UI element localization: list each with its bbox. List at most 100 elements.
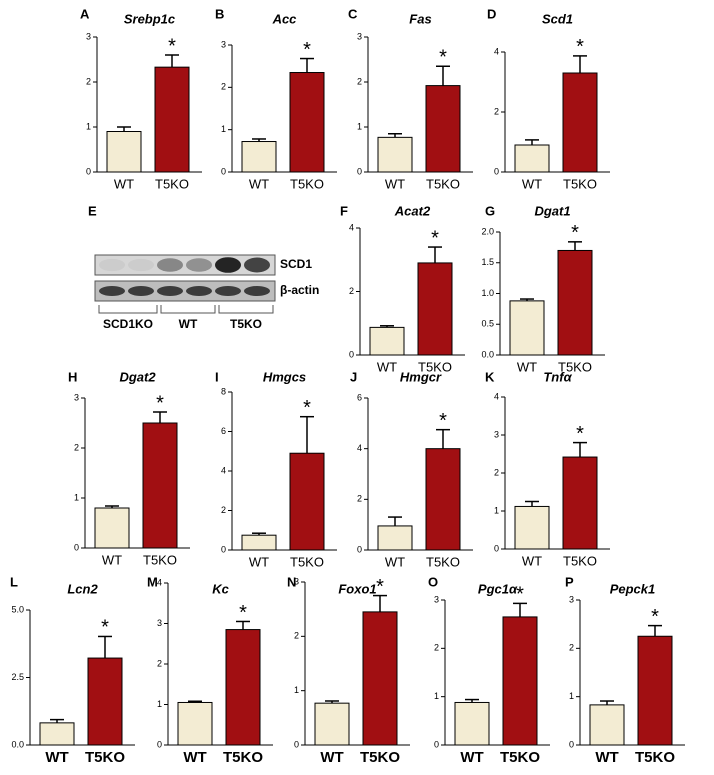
bar	[142, 422, 178, 549]
blot-lane	[215, 257, 241, 273]
bar	[241, 534, 277, 551]
y-tick-label: 0.0	[481, 349, 494, 359]
y-tick-label: 0	[357, 166, 362, 176]
panel: G Dgat1 0.0 0.5 1.0 1.5 2.0 WT T5KO *	[481, 203, 605, 374]
x-tick-label: WT	[377, 359, 397, 374]
x-tick-label: WT	[114, 176, 134, 191]
significance-mark: *	[431, 227, 439, 249]
bar	[637, 635, 673, 746]
chart-title: Dgat1	[534, 203, 570, 218]
bar	[289, 72, 325, 173]
bar	[154, 66, 190, 173]
bar	[509, 300, 545, 356]
panel-letter: H	[68, 369, 77, 384]
y-tick-label: 1	[221, 124, 226, 134]
panel-letter: G	[485, 203, 495, 218]
y-tick-label: 2	[221, 505, 226, 515]
x-tick-label: T5KO	[563, 553, 597, 568]
chart-title: Lcn2	[67, 581, 98, 596]
x-tick-label: WT	[249, 176, 269, 191]
y-tick-label: 0	[74, 542, 79, 552]
y-tick-label: 6	[221, 426, 226, 436]
significance-mark: *	[576, 36, 584, 58]
chart-title: Fas	[409, 11, 431, 26]
significance-mark: *	[439, 410, 447, 432]
chart-title: Tnfα	[543, 369, 572, 384]
panel: A Srebp1c 0 1 2 3 WT T5KO *	[80, 6, 202, 191]
bar	[87, 657, 123, 746]
y-tick-label: 2	[294, 631, 299, 641]
panel-letter: L	[10, 574, 18, 589]
panel-letter: B	[215, 6, 224, 21]
panel: P Pepck1 0 1 2 3 WT T5KO *	[565, 574, 685, 766]
bar	[514, 505, 550, 550]
blot-lane	[99, 286, 125, 296]
y-tick-label: 4	[157, 577, 162, 587]
significance-mark: *	[571, 222, 579, 244]
x-tick-label: T5KO	[426, 554, 460, 569]
y-tick-label: 1	[294, 685, 299, 695]
x-tick-label: T5KO	[563, 176, 597, 191]
y-tick-label: 4	[349, 222, 354, 232]
bar	[241, 141, 277, 173]
x-tick-label: T5KO	[290, 176, 324, 191]
panel: J Hmgcr 0 2 4 6 WT T5KO *	[350, 369, 473, 569]
x-tick-label: T5KO	[500, 749, 540, 766]
group-bracket	[218, 305, 274, 314]
y-tick-label: 2	[86, 76, 91, 86]
significance-mark: *	[376, 576, 384, 598]
panel: K Tnfα 0 1 2 3 4 WT T5KO *	[485, 369, 610, 568]
significance-mark: *	[516, 584, 524, 606]
chart-title: Pgc1α	[478, 581, 518, 596]
x-tick-label: T5KO	[290, 554, 324, 569]
y-tick-label: 2	[494, 106, 499, 116]
x-tick-label: WT	[595, 749, 618, 766]
y-tick-label: 1	[157, 699, 162, 709]
bar	[314, 702, 350, 746]
chart-title: Acc	[272, 11, 298, 26]
panel-letter: N	[287, 574, 296, 589]
y-tick-label: 0	[569, 739, 574, 749]
y-tick-label: 2.5	[11, 672, 24, 682]
y-tick-label: 2	[157, 658, 162, 668]
y-tick-label: 0	[86, 166, 91, 176]
blot-lane	[128, 258, 154, 272]
y-tick-label: 0	[221, 166, 226, 176]
y-tick-label: 0.5	[481, 319, 494, 329]
y-tick-label: 0	[494, 543, 499, 553]
x-tick-label: WT	[102, 552, 122, 567]
bar	[289, 452, 325, 551]
panel-letter: P	[565, 574, 574, 589]
y-tick-label: 3	[569, 594, 574, 604]
chart-title: Pepck1	[610, 581, 656, 596]
x-tick-label: T5KO	[418, 359, 452, 374]
panel-letter: J	[350, 369, 357, 384]
x-tick-label: T5KO	[223, 749, 263, 766]
x-tick-label: T5KO	[635, 749, 675, 766]
x-tick-label: WT	[385, 176, 405, 191]
bar	[562, 72, 598, 173]
x-tick-label: T5KO	[360, 749, 400, 766]
x-tick-label: T5KO	[558, 359, 592, 374]
significance-mark: *	[168, 35, 176, 57]
chart-title: Foxo1	[338, 581, 376, 596]
bar	[177, 701, 213, 746]
panel: H Dgat2 0 1 2 3 WT T5KO *	[68, 369, 190, 567]
y-tick-label: 4	[494, 46, 499, 56]
y-tick-label: 2	[221, 82, 226, 92]
bar	[454, 701, 490, 746]
group-label: T5KO	[230, 317, 262, 331]
x-tick-label: T5KO	[85, 749, 125, 766]
x-tick-label: WT	[249, 554, 269, 569]
band-label: β-actin	[280, 283, 319, 297]
bar	[369, 326, 405, 356]
y-tick-label: 3	[434, 594, 439, 604]
significance-mark: *	[651, 606, 659, 628]
panel-letter: D	[487, 6, 496, 21]
y-tick-label: 6	[357, 392, 362, 402]
y-tick-label: 3	[357, 31, 362, 41]
bar	[562, 456, 598, 550]
y-tick-label: 2	[569, 643, 574, 653]
significance-mark: *	[239, 602, 247, 624]
bar	[417, 262, 453, 356]
